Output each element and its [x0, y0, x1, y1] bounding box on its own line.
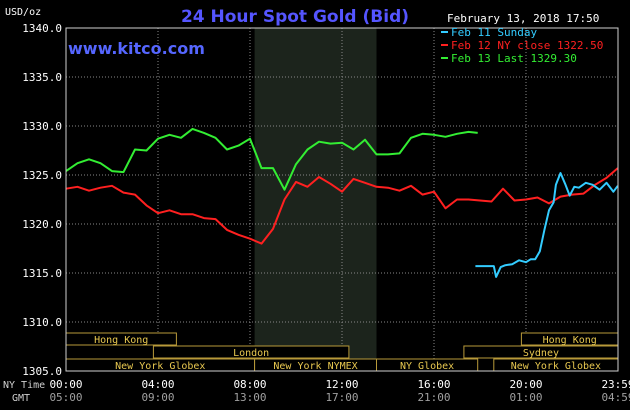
- session-bar: Sydney: [463, 345, 619, 359]
- session-label: London: [233, 348, 269, 359]
- session-bar: Hong Kong: [520, 332, 619, 346]
- plot-frame: [65, 27, 619, 372]
- x-tick-label-ny: 12:00: [325, 378, 358, 391]
- session-label: Sydney: [523, 348, 559, 359]
- y-tick-label: 1340.0: [22, 22, 62, 35]
- x-tick-label-gmt: 13:00: [233, 391, 266, 404]
- shaded-session-area: [254, 28, 377, 371]
- x-axis-gmt-label: GMT: [12, 393, 30, 404]
- x-tick-label-ny: 16:00: [417, 378, 450, 391]
- y-tick-label: 1330.0: [22, 120, 62, 133]
- x-axis-ny-time-label: NY Time: [3, 380, 45, 391]
- legend-entry: Feb 11 Sunday: [451, 26, 537, 39]
- x-tick-labels: 00:00 04:00 08:00 12:00 16:00 20:00 23:59 05:00…: [49, 378, 630, 404]
- y-tick-label: 1305.0: [22, 365, 62, 378]
- nymex-shaded-region: [254, 28, 377, 371]
- series-line-2: [65, 127, 478, 191]
- session-bar: NY Globex: [376, 358, 479, 372]
- x-tick-label-gmt: 01:00: [509, 391, 542, 404]
- x-tick-label-ny: 04:00: [141, 378, 174, 391]
- session-bar: New York NYMEX: [254, 358, 378, 372]
- y-axis-unit-label: USD/oz: [5, 7, 41, 18]
- session-label: New York Globex: [511, 361, 601, 372]
- session-bar: New York Globex: [493, 358, 619, 372]
- session-label: Hong Kong: [94, 335, 148, 346]
- x-tick-label-ny: 08:00: [233, 378, 266, 391]
- session-label: NY Globex: [400, 361, 454, 372]
- watermark-url: www.kitco.com: [68, 39, 205, 58]
- x-tick-label-ny: 23:59: [601, 378, 630, 391]
- legend-entry: Feb 12 NY close 1322.50: [451, 39, 603, 52]
- x-tick-label-ny: 00:00: [49, 378, 82, 391]
- session-label: New York Globex: [115, 361, 205, 372]
- y-tick-label: 1320.0: [22, 218, 62, 231]
- chart-title: 24 Hour Spot Gold (Bid): [181, 7, 409, 27]
- timestamp: February 13, 2018 17:50: [447, 12, 599, 25]
- y-tick-label: 1315.0: [22, 267, 62, 280]
- session-bar: Hong Kong: [65, 332, 177, 346]
- session-label: Hong Kong: [543, 335, 597, 346]
- session-label: New York NYMEX: [273, 361, 357, 372]
- x-tick-label-gmt: 05:00: [49, 391, 82, 404]
- session-bar: London: [152, 345, 350, 359]
- legend-entry: Feb 13 Last 1329.30: [451, 52, 577, 65]
- y-tick-labels: 1340.0 1335.0 1330.0 1325.0 1320.0 1315.0 1310…: [22, 22, 62, 378]
- x-tick-label-gmt: 21:00: [417, 391, 450, 404]
- x-tick-label-gmt: 09:00: [141, 391, 174, 404]
- series-line-1: [65, 167, 619, 245]
- y-tick-label: 1310.0: [22, 316, 62, 329]
- x-tick-label-gmt: 17:00: [325, 391, 358, 404]
- x-tick-label-gmt: 04:59: [601, 391, 630, 404]
- y-tick-label: 1335.0: [22, 71, 62, 84]
- x-tick-label-ny: 20:00: [509, 378, 542, 391]
- series-lines: [65, 127, 619, 278]
- y-tick-label: 1325.0: [22, 169, 62, 182]
- session-bar: New York Globex: [65, 358, 256, 372]
- series-line-0: [475, 172, 619, 278]
